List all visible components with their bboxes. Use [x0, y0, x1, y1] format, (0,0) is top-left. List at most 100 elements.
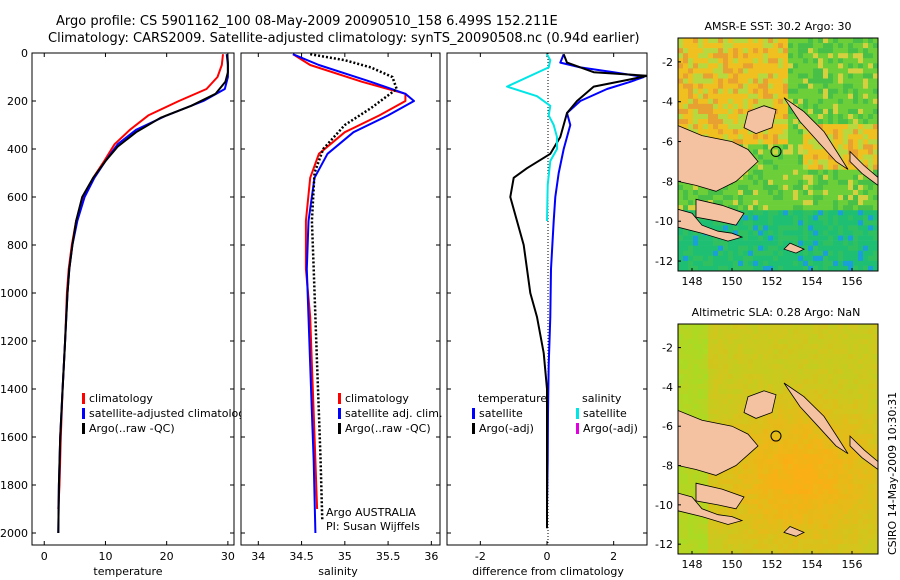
map-cell: [728, 58, 734, 64]
map-cell: [803, 414, 809, 420]
map-cell: [683, 534, 689, 540]
map-cell: [803, 68, 809, 74]
map-cell: [768, 459, 774, 465]
map-cell: [843, 144, 849, 150]
map-cell: [703, 83, 709, 89]
map-cell: [758, 494, 764, 500]
map-cell: [773, 240, 779, 246]
map-cell: [683, 334, 689, 340]
ytick-label-1000: 1000: [0, 287, 28, 300]
map-cell: [743, 189, 749, 196]
map-cell: [773, 78, 779, 84]
map-cell: [783, 53, 789, 59]
map-cell: [808, 189, 814, 196]
map-cell: [753, 78, 759, 84]
map-cell: [833, 329, 839, 335]
map-cell: [788, 124, 794, 130]
map-cell: [813, 509, 819, 515]
map-cell: [773, 220, 779, 226]
map-cell: [778, 225, 784, 231]
map-cell: [738, 200, 744, 206]
map-cell: [823, 83, 829, 89]
map-cell: [848, 240, 854, 246]
map-cell: [823, 260, 829, 267]
map-cell: [773, 119, 779, 125]
map-cell: [843, 169, 849, 176]
map-cell: [828, 479, 834, 485]
map-cell: [868, 419, 874, 425]
map-cell: [753, 154, 759, 160]
map-cell: [723, 349, 729, 355]
map-cell: [743, 389, 749, 395]
map-cell: [788, 469, 794, 475]
map-cell: [698, 414, 704, 420]
map-cell: [793, 409, 799, 415]
map-cell: [778, 78, 784, 84]
land-mass-2: [678, 492, 744, 525]
map-cell: [833, 524, 839, 530]
map-cell: [778, 339, 784, 345]
map-cell: [803, 464, 809, 470]
map-cell: [758, 439, 764, 445]
map-cell: [778, 215, 784, 221]
map-cell: [683, 195, 689, 201]
xtick-label-30: 30: [221, 550, 235, 563]
map-cell: [853, 434, 859, 440]
map-cell: [688, 235, 694, 241]
map-cell: [763, 220, 769, 226]
map-cell: [873, 230, 878, 236]
map-cell: [828, 469, 834, 475]
map-cell: [828, 38, 834, 44]
map-cell: [833, 479, 839, 485]
map-cell: [703, 329, 709, 335]
map-cell: [738, 195, 744, 201]
map-cell: [743, 174, 749, 181]
map-cell: [703, 339, 709, 345]
map-cell: [678, 119, 684, 125]
map-cell: [788, 489, 794, 495]
map-cell: [733, 549, 739, 554]
map-cell: [823, 344, 829, 350]
map-cell: [813, 255, 819, 262]
map-cell: [853, 549, 859, 554]
map-cell: [748, 489, 754, 495]
map-cell: [843, 235, 849, 241]
map-cell: [853, 265, 859, 271]
ytick-label-1800: 1800: [0, 479, 28, 492]
map-cell: [838, 534, 844, 540]
map-cell: [793, 149, 799, 155]
map-cell: [753, 519, 759, 525]
map-cell: [843, 399, 849, 405]
map-cell: [723, 103, 729, 110]
map-cell: [873, 409, 878, 415]
map-cell: [753, 169, 759, 176]
map-cell: [763, 489, 769, 495]
map-cell: [808, 424, 814, 430]
map-cell: [738, 93, 744, 100]
map-cell: [873, 549, 878, 554]
map-cell: [853, 103, 859, 110]
map-cell: [863, 58, 869, 64]
map-cell: [713, 103, 719, 110]
map-cell: [778, 68, 784, 74]
map-cell: [758, 344, 764, 350]
map-cell: [768, 235, 774, 241]
map-cell: [713, 539, 719, 545]
map-cell: [868, 265, 874, 271]
map-cell: [718, 339, 724, 345]
map-cell: [763, 159, 769, 165]
map-cell: [798, 519, 804, 525]
map-cell: [763, 504, 769, 510]
map-cell: [818, 205, 824, 211]
map-cell: [798, 414, 804, 420]
map-cell: [823, 200, 829, 206]
map-cell: [783, 414, 789, 420]
map-cell: [808, 549, 814, 554]
map-cell: [813, 113, 819, 120]
map-cell: [818, 459, 824, 465]
map-cell: [848, 409, 854, 415]
map-cell: [823, 449, 829, 455]
map-cell: [873, 454, 878, 460]
map-cell: [843, 210, 849, 216]
map-cell: [703, 73, 709, 79]
